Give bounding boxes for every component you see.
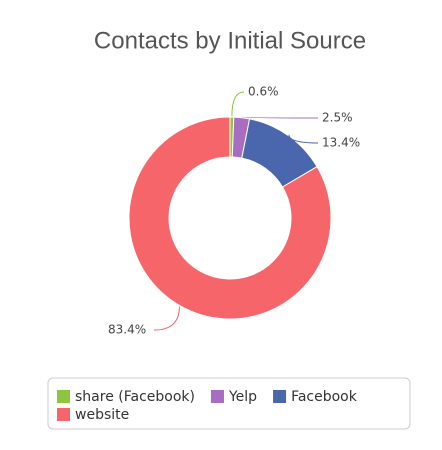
legend-swatch	[57, 390, 70, 403]
data-label: 83.4%	[108, 323, 146, 337]
data-label: 0.6%	[248, 85, 279, 99]
legend-swatch	[210, 390, 224, 403]
chart-title: Contacts by Initial Source	[94, 27, 366, 54]
legend-label: share (Facebook)	[75, 389, 195, 405]
legend-swatch	[57, 408, 70, 421]
leader-line	[231, 91, 245, 117]
legend-label: Facebook	[291, 389, 358, 405]
legend-box	[47, 377, 411, 430]
leader-line	[153, 306, 180, 331]
slice	[128, 116, 332, 320]
legend-label: Yelp	[228, 389, 257, 405]
leader-line	[241, 116, 319, 119]
data-label: 2.5%	[322, 111, 353, 125]
legend-label: website	[75, 407, 129, 423]
data-label: 13.4%	[322, 136, 360, 150]
legend-swatch	[273, 390, 287, 403]
leader-line	[288, 134, 319, 144]
